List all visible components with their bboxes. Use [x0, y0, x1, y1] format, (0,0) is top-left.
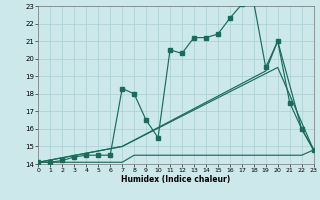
X-axis label: Humidex (Indice chaleur): Humidex (Indice chaleur) — [121, 175, 231, 184]
